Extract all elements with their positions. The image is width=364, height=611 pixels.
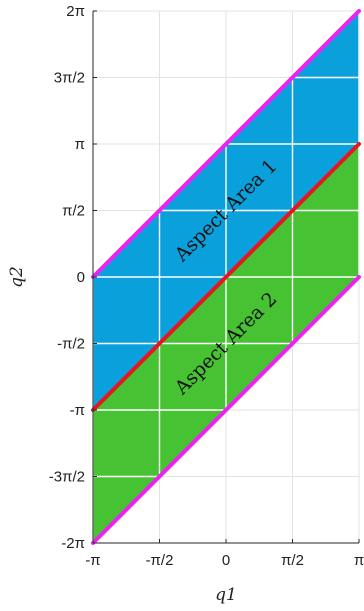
y-tick-label: π/2 <box>62 202 85 219</box>
y-tick-label: -3π/2 <box>49 469 85 486</box>
x-tick-label: -π <box>85 552 100 569</box>
y-tick-label: 0 <box>77 269 85 286</box>
x-tick-label: 0 <box>222 552 230 569</box>
boundary-line-2 <box>91 142 361 412</box>
x-tick-label: π/2 <box>281 552 304 569</box>
x-tick-label: π <box>354 552 364 569</box>
boundary-line-1 <box>91 9 361 279</box>
x-tick-label: -π/2 <box>146 552 174 569</box>
boundary-line-3 <box>91 275 361 545</box>
y-tick-label: 3π/2 <box>54 69 85 86</box>
y-tick-label: 2π <box>66 3 85 20</box>
y-axis-label: q2 <box>7 266 27 288</box>
x-axis-label: q1 <box>215 585 237 605</box>
y-tick-label: -2π <box>61 535 85 552</box>
y-tick-label: π <box>75 136 85 153</box>
y-tick-label: -π <box>70 402 85 419</box>
y-tick-label: -π/2 <box>57 336 85 353</box>
